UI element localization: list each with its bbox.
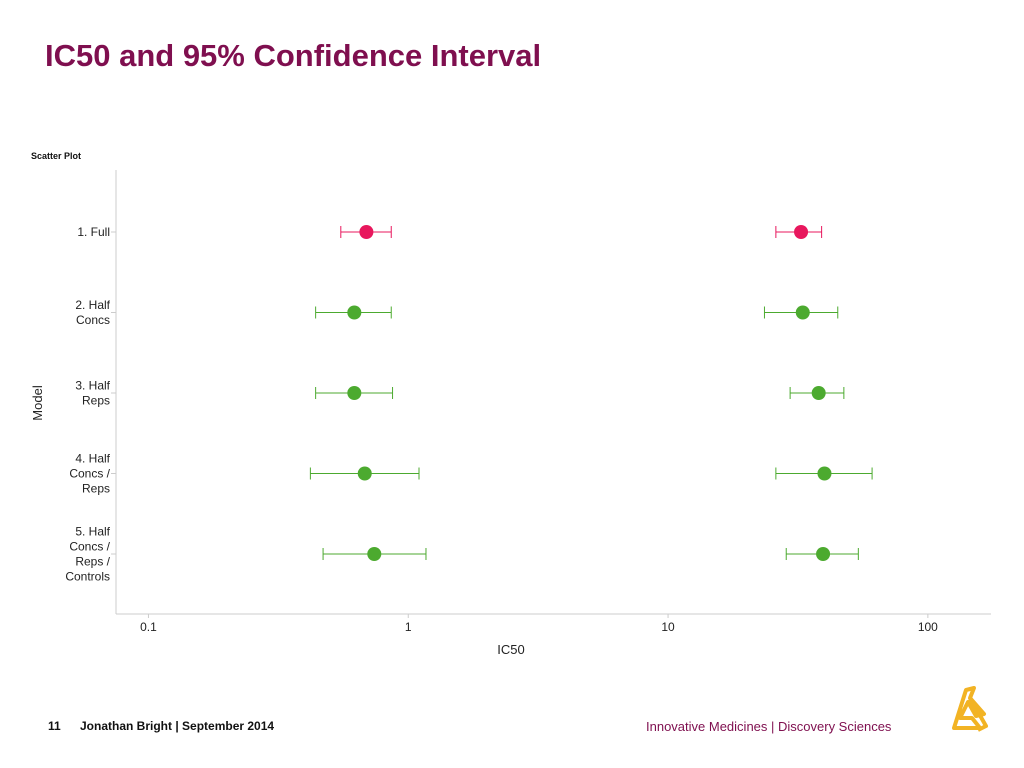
y-tick-label: 1. Full — [77, 225, 110, 239]
x-axis-title: IC50 — [497, 642, 524, 657]
y-tick-label: 4. Half Concs / Reps — [69, 452, 110, 496]
ic50-scatter-chart: IC50 Model 0.1 1 10 100 1. Full 2. Half Concs… — [30, 170, 991, 657]
footer-author-date: Jonathan Bright | September 2014 — [80, 719, 275, 733]
x-tick-label: 0.1 — [140, 620, 157, 634]
page-number: 11 — [48, 719, 61, 733]
company-logo-icon — [952, 686, 988, 732]
plot-label: Scatter Plot — [31, 151, 82, 161]
y-axis-title: Model — [30, 385, 45, 421]
x-tick-label: 10 — [661, 620, 675, 634]
y-tick-label: 2. Half Concs — [75, 298, 110, 327]
data-point — [811, 386, 826, 400]
data-point — [367, 547, 382, 561]
data-point — [357, 466, 372, 481]
data-point — [359, 225, 374, 239]
x-tick-label: 1 — [405, 620, 412, 634]
data-point — [795, 305, 810, 320]
x-axis-ticks: 0.1 1 10 100 — [140, 614, 938, 634]
y-tick-label: 3. Half Reps — [75, 379, 110, 408]
data-point — [816, 547, 831, 561]
footer-tagline: Innovative Medicines | Discovery Science… — [646, 719, 892, 734]
x-tick-label: 100 — [918, 620, 938, 634]
y-tick-label: 5. Half Concs / Reps / Controls — [65, 525, 110, 584]
data-point — [347, 305, 362, 320]
data-point — [347, 386, 362, 400]
slide-title: IC50 and 95% Confidence Interval — [45, 38, 542, 73]
data-point — [794, 225, 809, 239]
data-point — [817, 466, 832, 481]
y-axis-ticks: 1. Full 2. Half Concs 3. Half Reps 4. Half Con… — [65, 225, 116, 584]
data-marks — [309, 225, 873, 561]
